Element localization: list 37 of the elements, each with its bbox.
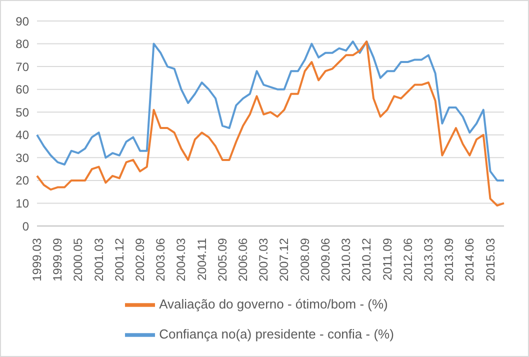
- x-tick-label: 2013.09: [442, 238, 456, 282]
- y-tick-label: 30: [16, 150, 30, 165]
- y-tick-label: 50: [16, 105, 30, 120]
- line-series: [36, 40, 505, 206]
- y-tick-label: 70: [16, 60, 30, 74]
- x-tick-label: 1999.09: [50, 238, 65, 282]
- x-tick-label: 2008.09: [298, 238, 312, 282]
- legend-label: Confiança no(a) presidente - confia - (%): [159, 326, 394, 342]
- x-tick-label: 2002.09: [133, 238, 148, 282]
- x-tick-label: 2010.12: [360, 238, 374, 282]
- y-tick-label: 0: [22, 219, 30, 234]
- y-tick-label: 10: [16, 196, 30, 210]
- x-tick-label: 2007.03: [256, 238, 271, 282]
- x-tick-label: 2001.03: [92, 238, 106, 282]
- x-tick-label: 2012.06: [400, 238, 415, 282]
- x-tick-label: 2006.06: [236, 238, 250, 282]
- x-tick-label: 2013.03: [421, 238, 436, 282]
- x-tick-label: 2009.06: [318, 238, 332, 282]
- y-tick-label: 90: [16, 14, 30, 28]
- x-tick-label: 2007.12: [277, 238, 292, 282]
- x-tick-label: 2014.06: [462, 238, 477, 282]
- x-tick-label: 2001.12: [112, 238, 126, 282]
- x-tick-label: 2015.03: [483, 238, 498, 282]
- legend-label: Avaliação do governo - ótimo/bom - (%): [159, 296, 388, 312]
- line-series: [36, 40, 505, 182]
- x-tick-label: 2010.03: [339, 238, 354, 282]
- x-tick-label: 2003.06: [154, 238, 168, 282]
- x-tick-label: 2004.03: [174, 238, 188, 282]
- y-tick-label: 60: [16, 82, 30, 97]
- x-tick-label: 2011.09: [380, 238, 394, 280]
- x-tick-label: 2004.11: [194, 238, 209, 280]
- x-tick-label: 2000.05: [71, 238, 86, 282]
- x-tick-label: 2005.09: [215, 238, 230, 282]
- y-tick-label: 20: [16, 174, 30, 188]
- y-tick-label: 40: [16, 128, 30, 142]
- y-tick-label: 80: [16, 37, 30, 52]
- x-tick-label: 1999.03: [30, 238, 44, 282]
